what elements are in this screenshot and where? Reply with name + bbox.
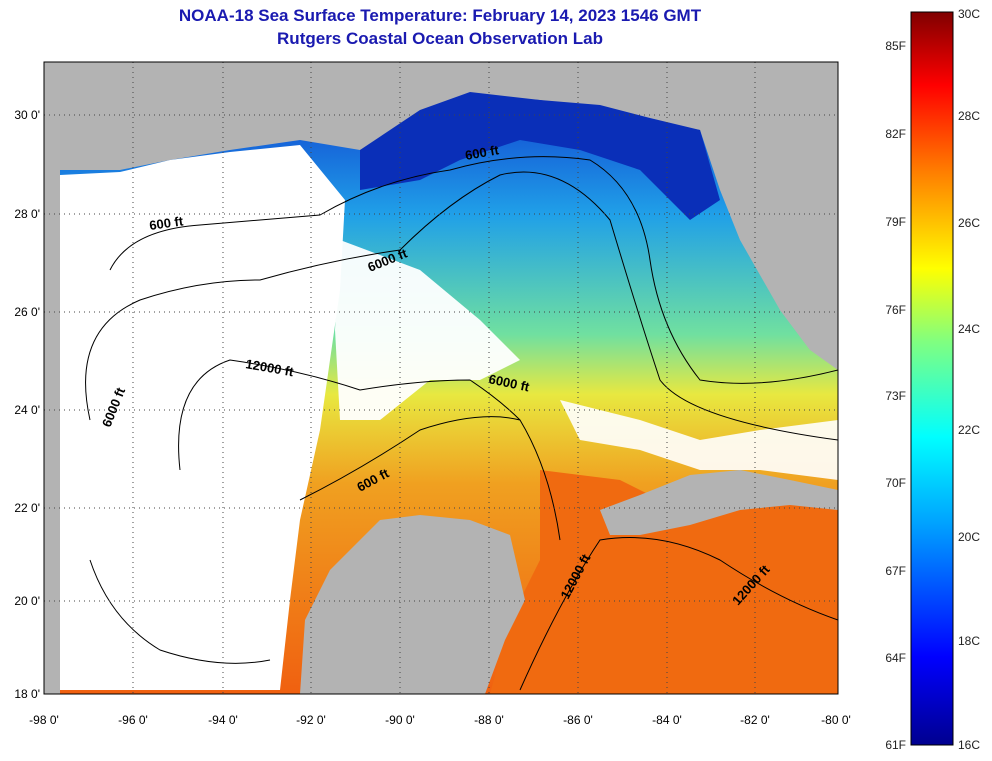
colorbar-f-label: 85F [885,39,906,53]
colorbar-c-label: 26C [958,216,980,230]
contour-12000ft [178,359,521,471]
colorbar-f-label: 82F [885,127,906,141]
cloud-cover-central [335,240,520,420]
lon-label: -92 0' [296,713,326,727]
latitude-axis: 30 0' 28 0' 26 0' 24 0' 22 0' 20 0' 18 0… [14,108,40,701]
lat-label: 26 0' [14,305,40,319]
lon-label: -86 0' [563,713,593,727]
lon-label: -96 0' [118,713,148,727]
colorbar-f-label: 73F [885,389,906,403]
lat-label: 20 0' [14,594,40,608]
colorbar-f-label: 79F [885,215,906,229]
lon-label: -84 0' [652,713,682,727]
yucatan-landmass [300,515,525,694]
colorbar-c-label: 28C [958,109,980,123]
colorbar-c-label: 22C [958,423,980,437]
contour-600ft-yucatan [299,416,561,541]
cuba-landmass [600,470,838,535]
colorbar-c-label: 30C [958,7,980,21]
contour-label-600ft-west: 600 ft [148,213,184,233]
colorbar-celsius-labels: 30C 28C 26C 24C 22C 20C 18C 16C [958,7,980,752]
cold-shelf-region [360,92,720,220]
contour-6000ft [85,171,838,441]
colorbar-c-label: 24C [958,322,980,336]
contour-600ft-north [109,156,838,384]
florida-peninsula [720,62,838,360]
contour-outer-gulf [89,559,271,664]
longitude-axis: -98 0' -96 0' -94 0' -92 0' -90 0' -88 0… [29,713,851,727]
lat-label: 30 0' [14,108,40,122]
map-subtitle: Rutgers Coastal Ocean Observation Lab [277,29,603,48]
map-title: NOAA-18 Sea Surface Temperature: Februar… [178,6,702,25]
lon-label: -98 0' [29,713,59,727]
lat-label: 28 0' [14,207,40,221]
map-frame [43,61,839,695]
lat-label: 24 0' [14,403,40,417]
lon-label: -88 0' [474,713,504,727]
warm-caribbean-region [490,470,838,694]
cloud-cover-west [60,145,345,690]
colorbar-fahrenheit-labels: 85F 82F 79F 76F 73F 70F 67F 64F 61F [885,39,906,752]
lat-label: 22 0' [14,501,40,515]
colorbar-f-label: 64F [885,651,906,665]
colorbar-c-label: 16C [958,738,980,752]
colorbar-f-label: 61F [885,738,906,752]
lon-label: -82 0' [740,713,770,727]
bathymetry-contours [85,156,838,691]
colorbar-c-label: 20C [958,530,980,544]
colorbar-c-label: 18C [958,634,980,648]
lon-label: -94 0' [208,713,238,727]
graticule-grid [44,62,838,694]
colorbar-f-label: 76F [885,303,906,317]
temperature-colorbar [910,11,954,746]
lat-label: 18 0' [14,687,40,701]
colorbar-f-label: 70F [885,476,906,490]
colorbar-f-label: 67F [885,564,906,578]
cloud-cover-straits [560,400,838,480]
contour-12000ft-caribbean [519,537,838,691]
contour-label-600ft-north: 600 ft [464,142,501,163]
lon-label: -90 0' [385,713,415,727]
lon-label: -80 0' [821,713,851,727]
